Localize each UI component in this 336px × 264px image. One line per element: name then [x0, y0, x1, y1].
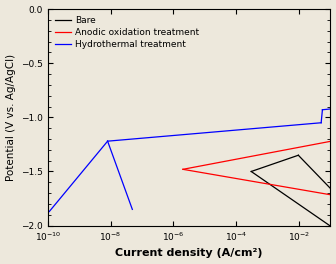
- Line: Hydrothermal treatment: Hydrothermal treatment: [108, 141, 132, 209]
- Bare: [328, 224, 332, 227]
- Line: Bare: Bare: [251, 172, 330, 226]
- X-axis label: Current density (A/cm²): Current density (A/cm²): [115, 248, 263, 258]
- Anodic oxidation treatment: [181, 168, 185, 171]
- Hydrothermal treatment: [116, 167, 120, 170]
- Hydrothermal treatment: [115, 166, 119, 169]
- Hydrothermal treatment: [108, 146, 112, 149]
- Bare: [261, 178, 265, 182]
- Hydrothermal treatment: [110, 150, 114, 153]
- Hydrothermal treatment: [130, 208, 134, 211]
- Bare: [257, 175, 261, 178]
- Line: Anodic oxidation treatment: Anodic oxidation treatment: [183, 169, 336, 226]
- Y-axis label: Potential (V vs. Ag/AgCl): Potential (V vs. Ag/AgCl): [6, 54, 15, 181]
- Anodic oxidation treatment: [209, 173, 213, 176]
- Bare: [328, 224, 332, 227]
- Bare: [249, 170, 253, 173]
- Hydrothermal treatment: [130, 208, 134, 211]
- Bare: [281, 192, 285, 195]
- Bare: [281, 192, 285, 195]
- Hydrothermal treatment: [106, 140, 110, 143]
- Anodic oxidation treatment: [197, 171, 201, 174]
- Hydrothermal treatment: [116, 167, 120, 171]
- Legend: Bare, Anodic oxidation treatment, Hydrothermal treatment: Bare, Anodic oxidation treatment, Hydrot…: [52, 13, 202, 51]
- Bare: [280, 191, 284, 194]
